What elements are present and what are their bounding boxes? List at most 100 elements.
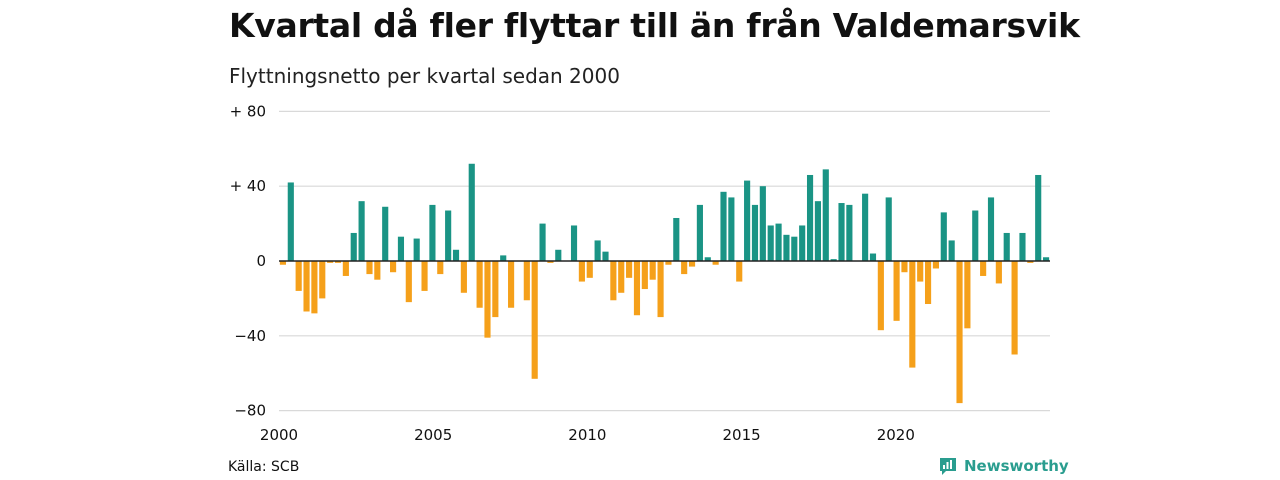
bar	[531, 261, 538, 379]
bar	[759, 186, 766, 261]
bar	[295, 261, 302, 291]
bar	[437, 261, 444, 275]
bar	[869, 253, 877, 261]
bar	[586, 261, 593, 278]
bar	[972, 210, 979, 261]
bar	[334, 261, 342, 263]
bar	[681, 261, 688, 275]
bar	[555, 249, 562, 261]
bar	[342, 261, 349, 276]
bar	[964, 261, 971, 329]
x-tick-label: 2000	[260, 426, 298, 444]
bar	[279, 261, 287, 265]
x-tick-label: 2005	[414, 426, 452, 444]
x-tick-label: 2020	[877, 426, 915, 444]
bar	[980, 261, 987, 276]
bar	[736, 261, 743, 282]
bar	[618, 261, 625, 293]
y-tick-label: + 40	[230, 177, 266, 195]
bar	[1027, 261, 1034, 263]
bar	[783, 234, 790, 261]
bar	[1003, 232, 1010, 261]
bar	[948, 240, 955, 261]
x-tick-label: 2010	[568, 426, 606, 444]
bar	[814, 201, 821, 261]
bar	[350, 232, 357, 261]
bar	[547, 261, 554, 263]
y-tick-label: −80	[234, 402, 266, 420]
bar	[390, 261, 397, 273]
bar	[728, 197, 735, 261]
bar	[578, 261, 585, 282]
bar	[649, 261, 656, 280]
bar	[720, 191, 727, 261]
bar	[885, 197, 892, 261]
bar	[413, 238, 420, 261]
bar	[665, 261, 672, 265]
bar	[901, 261, 908, 273]
bar	[1043, 257, 1050, 261]
bar	[862, 193, 869, 261]
bar	[626, 261, 633, 278]
bar	[484, 261, 491, 338]
bar	[445, 210, 452, 261]
bar	[744, 180, 751, 261]
y-tick-label: + 80	[230, 102, 266, 120]
bar	[374, 261, 381, 280]
newsworthy-logo-icon	[940, 458, 956, 475]
y-axis-ticks: + 80 + 40 0 −40 −80	[230, 102, 266, 419]
bar	[806, 174, 814, 261]
bar	[523, 261, 530, 301]
x-tick-label: 2015	[723, 426, 761, 444]
bar	[932, 261, 939, 269]
bar	[1035, 174, 1042, 261]
bar	[366, 261, 373, 275]
bar	[909, 261, 916, 368]
bar	[327, 261, 334, 263]
bar	[610, 261, 617, 301]
bar	[940, 212, 947, 261]
bar	[303, 261, 310, 312]
bar	[673, 217, 680, 261]
bar	[1011, 261, 1018, 355]
chart-subtitle: Flyttningsnetto per kvartal sedan 2000	[229, 64, 620, 88]
bar	[1019, 232, 1026, 261]
bar	[468, 163, 475, 261]
bar	[956, 261, 963, 404]
bar	[500, 255, 507, 261]
bar	[775, 223, 782, 261]
bar	[460, 261, 467, 293]
bar	[397, 236, 405, 261]
bar	[429, 204, 436, 261]
bar	[846, 204, 853, 261]
bar	[287, 182, 294, 261]
bar	[838, 203, 845, 261]
bar	[822, 169, 829, 261]
bar	[452, 249, 460, 261]
source-note: Källa: SCB	[228, 459, 300, 475]
bar	[893, 261, 900, 321]
bar	[633, 261, 641, 316]
bar	[641, 261, 648, 290]
bar	[358, 201, 365, 261]
bar	[799, 225, 806, 261]
bar	[917, 261, 924, 282]
bar	[421, 261, 428, 291]
bar	[791, 236, 798, 261]
newsworthy-brand: Newsworthy	[938, 456, 1069, 476]
bar	[602, 251, 609, 261]
bars	[279, 163, 1050, 404]
bar	[476, 261, 483, 308]
bar	[696, 204, 703, 261]
bar	[924, 261, 932, 305]
bar	[319, 261, 326, 299]
bar	[539, 223, 546, 261]
bar	[688, 261, 696, 267]
bar	[751, 204, 759, 261]
bar	[657, 261, 664, 318]
bar	[712, 261, 719, 265]
bar	[995, 261, 1002, 284]
x-axis-ticks: 2000 2005 2010 2015 2020	[260, 426, 915, 444]
brand-name: Newsworthy	[964, 457, 1069, 475]
